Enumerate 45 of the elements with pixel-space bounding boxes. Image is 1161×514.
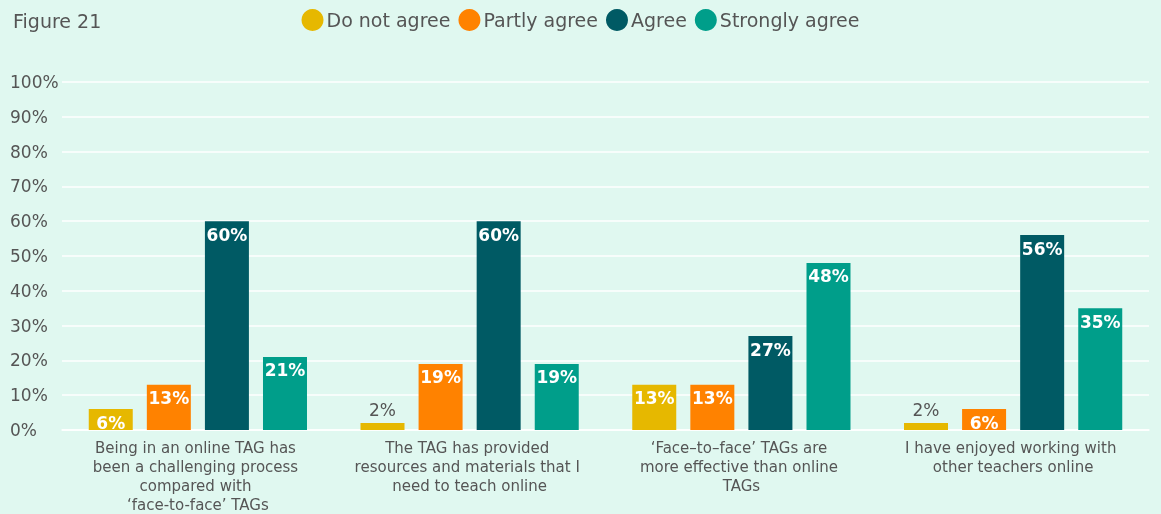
y-tick-label: 90% (10, 106, 48, 127)
y-tick-label: 100% (10, 72, 59, 92)
data-label: 2% (369, 399, 396, 420)
data-label: 56% (1021, 238, 1063, 259)
data-label: 13% (148, 388, 190, 409)
legend-label: Partly agree (483, 9, 598, 31)
data-label: 27% (750, 339, 791, 360)
bar (806, 262, 851, 430)
data-label: 60% (478, 224, 520, 245)
y-tick-label: 50% (10, 246, 48, 266)
y-tick-label: 60% (10, 211, 48, 232)
x-tick-label: Being in an online TAG has been a challenging process compared with ‘face-to-face’ TAGs (92, 438, 303, 514)
y-tick-label: 10% (10, 385, 48, 406)
chart-title: Figure 21 (13, 9, 102, 32)
y-tick-label: 30% (10, 315, 48, 336)
y-tick-label: 80% (10, 141, 48, 162)
bar (263, 356, 307, 430)
x-tick-label: The TAG has provided resources and materials that I need to teach online (354, 438, 585, 495)
legend-label: Agree (630, 9, 687, 31)
legend-label: Strongly agree (719, 9, 860, 31)
y-tick-label: 70% (10, 176, 48, 197)
x-tick-label: ‘Face–to–face’ TAGs are more effective than online TAGs (639, 438, 843, 495)
data-label: 19% (536, 367, 578, 388)
data-label: 2% (912, 399, 940, 420)
data-label: 13% (691, 388, 733, 409)
data-label: 6% (96, 412, 126, 433)
legend-label: Do not agree (326, 9, 451, 31)
y-tick-label: 20% (10, 350, 48, 371)
data-label: 48% (808, 266, 849, 287)
data-label: 19% (420, 367, 461, 388)
bar (904, 423, 949, 430)
bar (476, 221, 521, 430)
bar (204, 221, 249, 430)
data-label: 21% (264, 360, 306, 381)
bar (1020, 235, 1065, 430)
data-label: 6% (969, 412, 999, 433)
data-label: 60% (206, 224, 248, 245)
y-tick-label: 0% (10, 420, 37, 440)
data-label: 35% (1079, 311, 1121, 332)
x-tick-label: I have enjoyed working with other teachers online (905, 438, 1122, 476)
bar (360, 423, 405, 430)
bar (1078, 308, 1123, 430)
data-label: 13% (633, 388, 675, 409)
y-tick-label: 40% (10, 280, 48, 301)
bar (748, 336, 793, 430)
